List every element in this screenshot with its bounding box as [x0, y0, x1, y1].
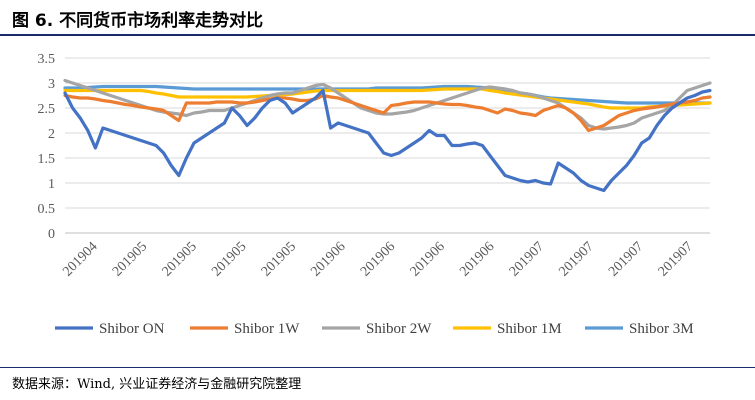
legend-label: Shibor ON — [99, 321, 165, 337]
x-tick-label: 201907 — [606, 239, 646, 279]
x-tick-label: 201907 — [507, 239, 547, 279]
x-tick-label: 201907 — [556, 239, 596, 279]
series-line-shibor-2w — [63, 78, 712, 131]
x-axis-ticks: 201904 201905 201905 201905 201905 201906 2019… — [60, 239, 696, 279]
x-tick-label: 201905 — [160, 239, 200, 279]
x-tick-label: 201906 — [308, 239, 348, 279]
x-tick-label: 201907 — [656, 239, 696, 279]
x-tick-label: 201906 — [358, 239, 398, 279]
legend-label: Shibor 1M — [497, 321, 562, 337]
legend-label: Shibor 1W — [234, 321, 300, 337]
legend-label: Shibor 3M — [629, 321, 694, 337]
legend-label: Shibor 2W — [366, 321, 432, 337]
source-note: 数据来源：Wind, 兴业证券经济与金融研究院整理 — [12, 377, 302, 392]
y-tick-label: 0 — [48, 227, 55, 242]
y-tick-label: 2.5 — [38, 102, 56, 117]
series-line-shibor-3m — [63, 84, 712, 105]
title-rule — [0, 34, 755, 36]
series-lines — [63, 78, 712, 193]
line-chart: 00.511.522.533.5 201904 201905 201905 20190… — [38, 52, 712, 337]
x-tick-label: 201905 — [209, 239, 249, 279]
y-tick-label: 1.5 — [38, 152, 56, 167]
series-line-shibor-on — [63, 88, 712, 193]
y-tick-label: 3.5 — [38, 52, 56, 67]
grid-lines — [65, 57, 710, 234]
x-tick-label: 201906 — [408, 239, 448, 279]
y-tick-label: 1 — [48, 177, 55, 192]
x-tick-label: 201904 — [60, 239, 100, 279]
x-tick-label: 201906 — [457, 239, 497, 279]
x-tick-label: 201905 — [259, 239, 299, 279]
source-rule — [0, 367, 755, 368]
series-line-shibor-1m — [63, 87, 712, 110]
y-tick-label: 2 — [48, 127, 55, 142]
series-line-shibor-1w — [63, 93, 712, 133]
legend: Shibor ON Shibor 1W Shibor 2W Shibor 1M Shib… — [55, 321, 694, 337]
y-axis-ticks: 0 0.5 1 1.5 2 2.5 3 3.5 — [38, 52, 56, 242]
y-tick-label: 3 — [48, 77, 55, 92]
figure-title: 图 6. 不同货币市场利率走势对比 — [12, 11, 264, 31]
x-tick-label: 201905 — [110, 239, 150, 279]
y-tick-label: 0.5 — [38, 202, 56, 217]
